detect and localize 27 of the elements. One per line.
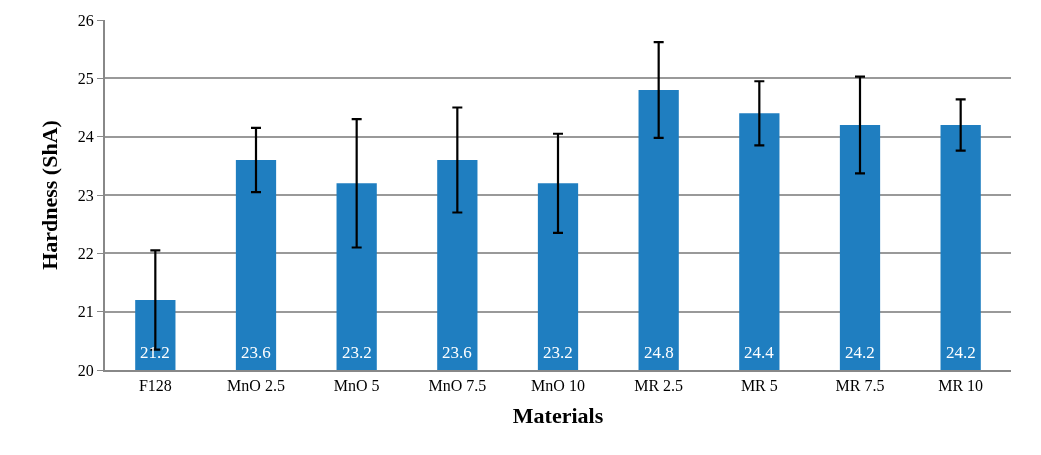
y-tick-label: 22	[77, 244, 94, 262]
y-tick-label: 26	[77, 11, 94, 29]
x-tick-label: MR 10	[938, 377, 984, 395]
x-tick-label: MnO 2.5	[227, 377, 285, 395]
data-label: 21.2	[140, 343, 170, 362]
data-label: 23.6	[241, 343, 271, 362]
data-label: 24.4	[744, 343, 775, 362]
data-label: 23.2	[342, 343, 372, 362]
x-tick-label: MR 2.5	[634, 377, 684, 395]
x-tick-label: MnO 10	[531, 377, 585, 395]
x-tick-label: F128	[138, 377, 172, 395]
data-label: 24.8	[644, 343, 674, 362]
y-tick-label: 23	[77, 186, 94, 204]
data-label: 24.2	[845, 343, 875, 362]
y-tick-label: 24	[77, 128, 94, 146]
x-tick-label: MnO 5	[333, 377, 380, 395]
data-label: 23.2	[543, 343, 573, 362]
y-tick-label: 25	[77, 69, 94, 87]
x-tick-label: MR 5	[740, 377, 778, 395]
y-tick-label: 21	[77, 303, 94, 321]
x-tick-label: MR 7.5	[835, 377, 885, 395]
x-axis-title: Materials	[512, 402, 604, 428]
y-axis-title: Hardness (ShA)	[37, 120, 63, 270]
data-label: 24.2	[946, 343, 976, 362]
x-tick-label: MnO 7.5	[428, 377, 487, 395]
data-label: 23.6	[442, 343, 472, 362]
y-tick-label: 20	[77, 361, 94, 379]
